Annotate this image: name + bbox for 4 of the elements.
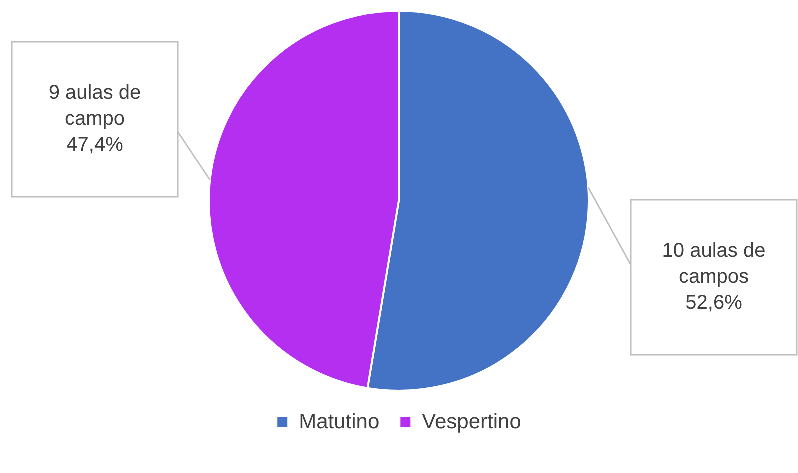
data-label: 9 aulas de campo 47,4% [48,82,142,156]
data-label: 10 aulas de campos 52,6% [662,240,766,314]
legend-label: Matutino [299,410,380,434]
legend-label: Vespertino [422,410,522,434]
